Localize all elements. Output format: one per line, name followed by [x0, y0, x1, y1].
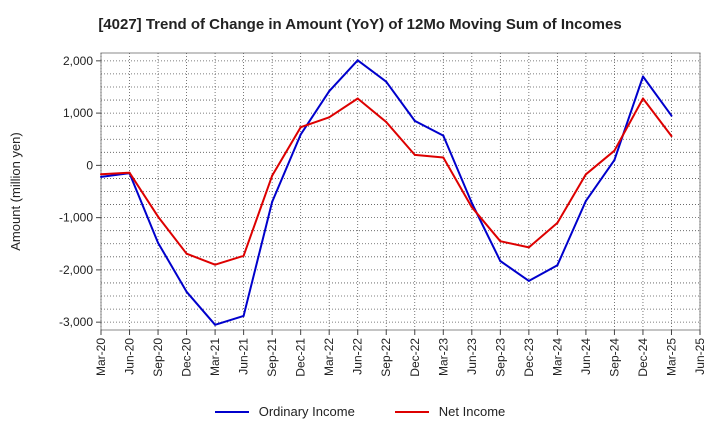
y-tick-label: 1,000 — [63, 106, 93, 120]
data-point-net-income — [470, 206, 473, 209]
data-point-ordinary-income — [413, 119, 416, 122]
data-point-ordinary-income — [328, 90, 331, 93]
data-point-net-income — [670, 135, 673, 138]
data-point-net-income — [242, 254, 245, 257]
x-tick-label: Sep-24 — [607, 338, 621, 377]
data-point-ordinary-income — [185, 290, 188, 293]
data-point-net-income — [100, 173, 102, 176]
x-tick-label: Mar-23 — [436, 338, 450, 376]
y-tick-label: -3,000 — [59, 315, 93, 329]
x-tick-label: Jun-22 — [351, 338, 365, 375]
y-tick-label: 0 — [86, 158, 93, 172]
y-axis-title: Amount (million yen) — [8, 132, 23, 251]
x-tick-label: Jun-23 — [465, 338, 479, 375]
x-tick-label: Sep-23 — [493, 338, 507, 377]
x-tick-label: Jun-20 — [123, 338, 137, 375]
data-point-ordinary-income — [356, 59, 359, 62]
x-tick-label: Sep-22 — [379, 338, 393, 377]
data-point-ordinary-income — [385, 80, 388, 83]
data-point-net-income — [613, 149, 616, 152]
data-point-net-income — [556, 221, 559, 224]
plot-area — [100, 52, 701, 331]
x-tick-label: Dec-22 — [408, 338, 422, 377]
x-tick-label: Jun-24 — [579, 338, 593, 375]
data-point-ordinary-income — [100, 175, 102, 178]
legend-label-net-income: Net Income — [438, 404, 506, 419]
x-tick-label: Dec-23 — [522, 338, 536, 377]
data-point-net-income — [214, 263, 217, 266]
x-tick-label: Dec-21 — [294, 338, 308, 377]
data-point-net-income — [413, 153, 416, 156]
data-point-net-income — [299, 126, 302, 129]
data-point-ordinary-income — [584, 199, 587, 202]
legend-item-ordinary-income: Ordinary Income — [214, 404, 355, 419]
data-point-ordinary-income — [242, 314, 245, 317]
data-point-ordinary-income — [157, 241, 160, 244]
x-tick-label: Jun-25 — [693, 338, 707, 375]
x-tick-label: Dec-20 — [180, 338, 194, 377]
data-point-ordinary-income — [527, 279, 530, 282]
x-tick-label: Mar-20 — [94, 338, 108, 376]
x-tick-label: Jun-21 — [237, 338, 251, 375]
data-point-net-income — [157, 215, 160, 218]
chart-legend: Ordinary Income Net Income — [0, 404, 720, 419]
data-point-net-income — [584, 173, 587, 176]
x-tick-label: Mar-21 — [208, 338, 222, 376]
data-point-net-income — [185, 252, 188, 255]
data-point-ordinary-income — [670, 114, 673, 117]
x-tick-label: Sep-20 — [151, 338, 165, 377]
data-point-net-income — [356, 97, 359, 100]
legend-item-net-income: Net Income — [394, 404, 506, 419]
legend-label-ordinary-income: Ordinary Income — [258, 404, 355, 419]
data-point-net-income — [527, 246, 530, 249]
data-point-net-income — [641, 97, 644, 100]
data-point-net-income — [499, 240, 502, 243]
data-point-ordinary-income — [442, 134, 445, 137]
chart-title: [4027] Trend of Change in Amount (YoY) o… — [98, 16, 622, 33]
data-point-ordinary-income — [214, 323, 217, 326]
x-tick-label: Mar-25 — [664, 338, 678, 376]
data-point-net-income — [442, 156, 445, 159]
x-tick-label: Mar-22 — [322, 338, 336, 376]
x-tick-label: Mar-24 — [550, 338, 564, 376]
data-point-ordinary-income — [556, 264, 559, 267]
data-point-ordinary-income — [641, 75, 644, 78]
y-tick-label: 2,000 — [63, 54, 93, 68]
data-point-net-income — [328, 116, 331, 119]
data-point-ordinary-income — [299, 133, 302, 136]
x-tick-label: Dec-24 — [636, 338, 650, 377]
data-point-net-income — [128, 171, 131, 174]
data-point-ordinary-income — [470, 201, 473, 204]
data-point-ordinary-income — [499, 260, 502, 263]
x-tick-label: Sep-21 — [265, 338, 279, 377]
data-point-net-income — [385, 120, 388, 123]
legend-swatch-net-income — [394, 410, 429, 413]
data-point-ordinary-income — [613, 159, 616, 162]
y-tick-label: -1,000 — [59, 211, 93, 225]
data-point-net-income — [271, 174, 274, 177]
data-point-ordinary-income — [271, 200, 274, 203]
y-tick-label: -2,000 — [59, 263, 93, 277]
legend-swatch-ordinary-income — [214, 410, 249, 413]
